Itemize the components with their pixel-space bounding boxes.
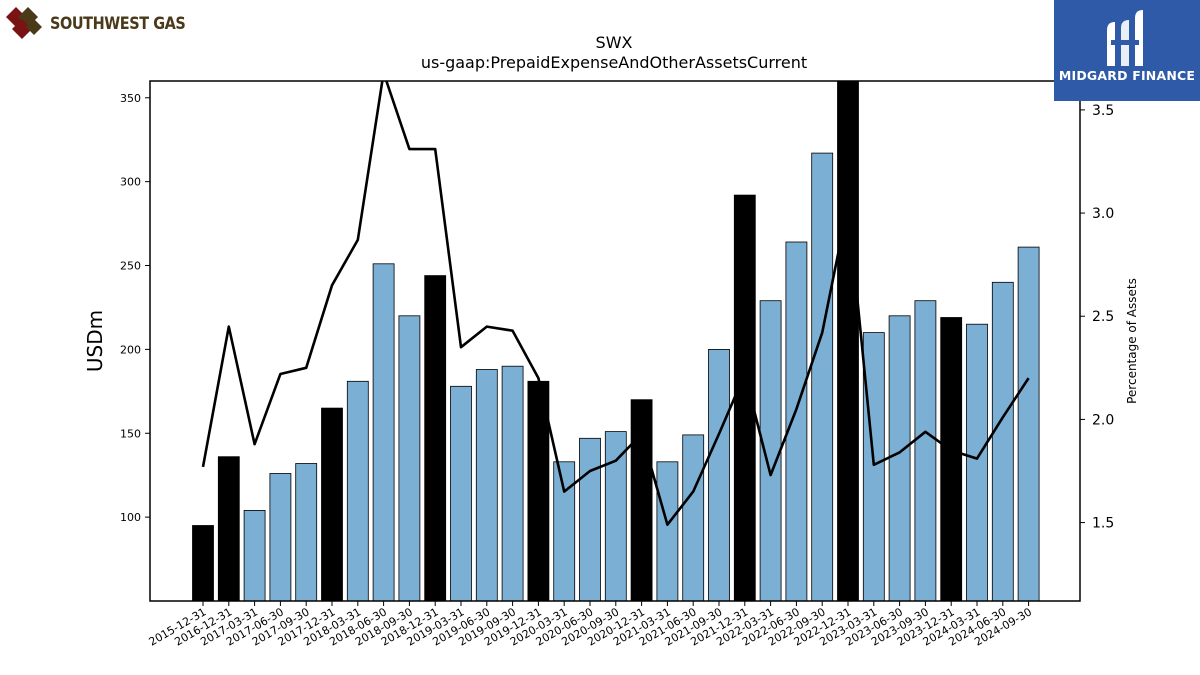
- bar-2020-09-30: [604, 431, 627, 601]
- y2-axis-label: Percentage of Assets: [1125, 278, 1139, 404]
- bar-2017-12-31: [321, 407, 343, 601]
- y2-tick-label: 2.0: [1092, 412, 1114, 428]
- plot-frame: [149, 80, 1081, 602]
- bar-2024-03-31: [966, 323, 988, 601]
- bar-2015-12-31: [192, 525, 214, 601]
- y-axis-right: 1.5 2.0 2.5 3.0 3.5: [1080, 103, 1114, 532]
- bar-2017-06-30: [269, 473, 292, 601]
- y-tick-label: 350: [120, 92, 141, 105]
- bar-2023-03-31: [862, 332, 885, 601]
- bar-2022-12-31: [837, 81, 859, 601]
- y2-tick-label: 1.5: [1092, 516, 1114, 532]
- chart-subtitle: us-gaap:PrepaidExpenseAndOtherAssetsCurr…: [421, 53, 807, 72]
- bar-2020-06-30: [579, 437, 601, 601]
- bar-2024-09-30: [1017, 246, 1040, 601]
- y-tick-label: 250: [120, 260, 141, 273]
- bars-layer: [192, 81, 1040, 601]
- y-tick-label: 200: [120, 343, 141, 356]
- bar-2022-09-30: [811, 152, 834, 601]
- y2-tick-label: 3.5: [1092, 103, 1114, 119]
- bar-2018-12-31: [424, 275, 447, 601]
- bar-2019-03-31: [450, 385, 472, 601]
- percentage-of-assets-line: [201, 81, 1030, 527]
- bar-2018-03-31: [346, 380, 369, 601]
- y-axis-left: 100 150 200 250 300 350: [120, 92, 150, 524]
- southwest-gas-logo-text: SOUTHWEST GAS: [50, 14, 186, 34]
- southwest-gas-logo: SOUTHWEST GAS: [4, 4, 209, 44]
- bar-2023-12-31: [940, 317, 963, 601]
- bar-2016-12-31: [217, 456, 240, 601]
- x-axis: 2015-12-312016-12-312017-03-312017-06-30…: [147, 601, 1034, 649]
- bar-2018-06-30: [372, 263, 395, 601]
- bar-2017-09-30: [295, 463, 318, 601]
- bar-2021-06-30: [682, 434, 705, 601]
- bar-2019-09-30: [501, 365, 524, 601]
- y2-tick-label: 3.0: [1092, 206, 1114, 222]
- bar-2023-09-30: [914, 300, 937, 601]
- bar-2023-06-30: [888, 315, 911, 601]
- bar-2019-06-30: [475, 369, 498, 601]
- y-tick-label: 100: [120, 511, 141, 524]
- bar-2021-09-30: [708, 348, 730, 601]
- y2-tick-label: 2.5: [1092, 309, 1114, 325]
- bar-2018-09-30: [398, 315, 421, 601]
- bar-2024-06-30: [991, 281, 1014, 601]
- midgard-finance-logo: MIDGARD FINANCE: [1054, 0, 1200, 101]
- bar-2021-03-31: [656, 461, 679, 601]
- y-axis-label: USDm: [83, 310, 107, 372]
- line-layer: [201, 81, 1030, 527]
- bar-2020-03-31: [553, 461, 576, 601]
- southwest-gas-logo-icon: [6, 7, 42, 39]
- y-tick-label: 300: [120, 176, 141, 189]
- midgard-finance-logo-text: MIDGARD FINANCE: [1058, 68, 1196, 83]
- chart-title: SWX: [596, 33, 633, 52]
- bar-2020-12-31: [630, 399, 653, 601]
- bar-2017-03-31: [243, 509, 266, 601]
- bar-2022-06-30: [785, 241, 808, 601]
- y-tick-label: 150: [120, 427, 141, 440]
- midgard-finance-logo-icon: [1107, 10, 1143, 66]
